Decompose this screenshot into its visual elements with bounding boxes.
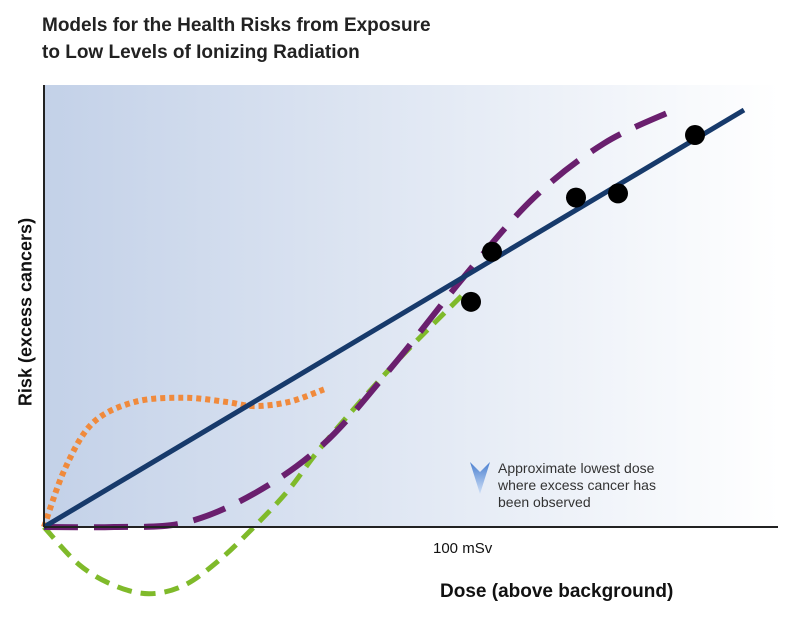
annotation-line: where excess cancer has [498,477,656,493]
data-point [461,291,481,312]
annotation-line: been observed [498,494,591,510]
y-axis-label: Risk (excess cancers) [15,217,36,407]
series-line-solid [42,107,746,530]
chart-title-line-1: Models for the Health Risks from Exposur… [42,15,431,36]
lowest-dose-marker-icon [470,462,490,494]
annotation-text: Approximate lowest dose where excess can… [498,460,738,511]
data-point [685,125,705,146]
series-line-dot [41,386,326,529]
chart-title-line-2: to Low Levels of Ionizing Radiation [42,42,360,63]
data-point [482,241,502,262]
series-line-dash [42,291,466,597]
data-point [566,187,586,208]
x-axis-label: Dose (above background) [440,581,674,602]
annotation-line: Approximate lowest dose [498,460,655,476]
x-tick-label: 100 mSv [433,540,493,557]
data-point [608,183,628,204]
